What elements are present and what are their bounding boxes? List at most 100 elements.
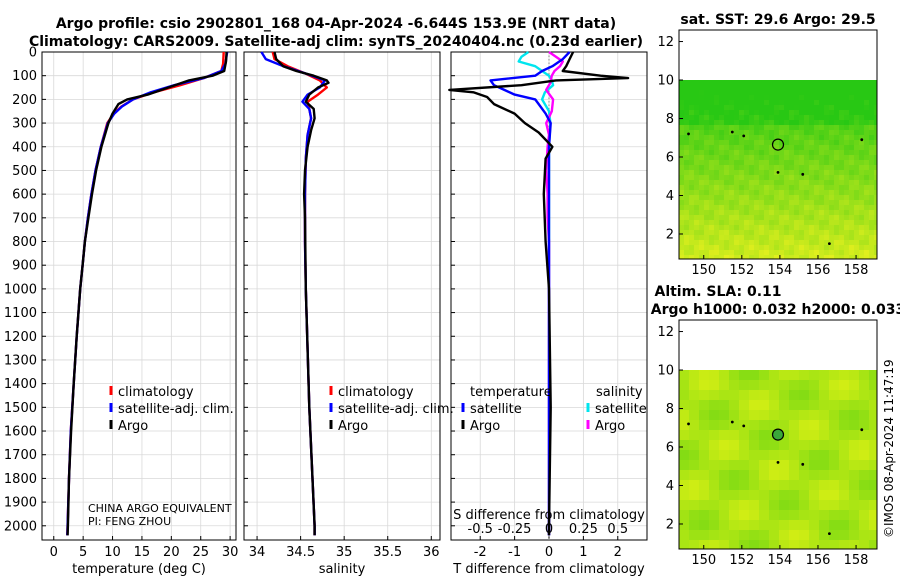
map-cell [784,130,790,136]
map-cell [859,160,865,166]
map-cell [694,230,700,236]
map-cell [874,95,878,101]
map-cell [819,480,830,491]
map-cell [779,255,785,260]
map-cell [699,420,710,431]
map-cell [689,510,700,521]
axes-frame [243,51,441,541]
map-cell [824,200,830,206]
map-cell [694,225,700,231]
map-cell [759,150,765,156]
map-cell [839,500,850,511]
map-cell [784,220,790,226]
map-cell [679,220,685,226]
map-cell [799,195,805,201]
map-cell [859,125,865,131]
map-cell [814,135,820,141]
map-cell [734,140,740,146]
map-cell [849,130,855,136]
map-cell [744,140,750,146]
map-cell [684,140,690,146]
map-cell [859,185,865,191]
map-cell [794,125,800,131]
map-cell [689,530,700,541]
map-y-tick-label: 8 [666,112,674,127]
map-cell [809,150,815,156]
map-cell [834,215,840,221]
map-cell [819,450,830,461]
map-cell [729,170,735,176]
map-cell [789,220,795,226]
x-axis-label: temperature (deg C) [72,562,206,577]
map-cell [704,215,710,221]
map-cell [849,470,860,481]
map-cell [809,500,820,511]
map-cell [774,205,780,211]
map-cell [714,155,720,161]
map-cell [844,165,850,171]
map-cell [869,540,878,550]
map-cell [849,100,855,106]
map-cell [754,85,760,91]
map-cell [864,100,870,106]
map-cell [704,175,710,181]
map-cell [709,95,715,101]
map-cell [869,440,878,451]
map-cell [689,240,695,246]
map-cell [764,105,770,111]
map-cell [829,240,835,246]
imos-timestamp-watermark: ©IMOS 08-Apr-2024 11:47:19 [882,359,896,538]
map-cell [829,530,840,541]
map-cell [779,100,785,106]
map-cell [739,170,745,176]
map-cell [684,130,690,136]
map-cell [869,235,875,241]
map-cell [819,175,825,181]
map-cell [849,200,855,206]
map-cell [714,215,720,221]
temp-legend-1-label: satellite-adj. clim. [118,402,234,417]
map-cell [829,410,840,421]
map-cell [744,235,750,241]
map-cell [774,165,780,171]
map-cell [764,210,770,216]
map-cell [719,120,725,126]
map-cell [859,450,870,461]
map-cell [679,190,685,196]
map-cell [869,420,878,431]
map-cell [684,195,690,201]
map-cell [689,245,695,251]
map-cell [714,115,720,121]
map-cell [809,380,820,391]
map-cell [679,500,690,511]
map-cell [754,125,760,131]
map-cell [714,190,720,196]
map-cell [844,195,850,201]
map-cell [709,245,715,251]
map-cell [769,230,775,236]
map-cell [729,245,735,251]
map-cell [859,90,865,96]
map-cell [764,195,770,201]
map-cell [779,530,790,541]
map-cell [809,530,820,541]
map-cell [864,80,870,86]
map-cell [809,200,815,206]
map-cell [739,195,745,201]
map-cell [799,160,805,166]
map-cell [749,250,755,256]
map-cell [809,210,815,216]
map-cell [849,400,860,411]
map-cell [689,225,695,231]
map-cell [729,470,740,481]
map-cell [759,230,765,236]
map-cell [774,160,780,166]
map-cell [734,115,740,121]
map-cell [704,195,710,201]
map-cell [799,510,810,521]
map-cell [804,225,810,231]
map-cell [764,235,770,241]
map-cell [699,180,705,186]
map-cell [739,370,750,381]
map-cell [729,195,735,201]
